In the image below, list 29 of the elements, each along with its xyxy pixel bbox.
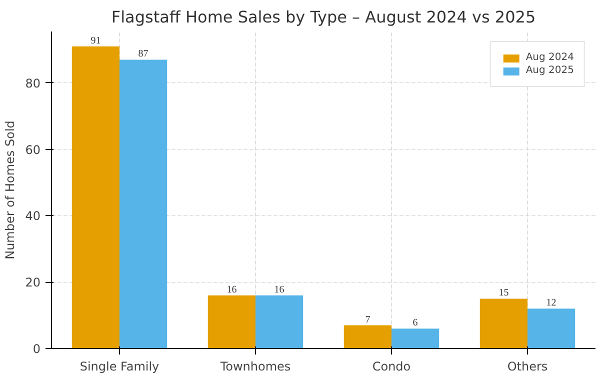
data-label: 91 [90,35,101,46]
bar [344,325,392,348]
data-label: 12 [546,298,556,309]
data-label: 7 [365,314,370,326]
legend-label: Aug 2024 [526,52,574,63]
bar [256,295,304,348]
data-label: 16 [274,284,284,296]
data-label: 15 [498,288,509,299]
bar [72,46,120,348]
x-tick-label: Townhomes [219,360,291,374]
y-tick-label: 80 [25,76,41,90]
bar [120,60,168,348]
y-tick-label: 20 [25,276,41,290]
bar [528,308,576,348]
bar [392,328,440,348]
chart-title: Flagstaff Home Sales by Type – August 2024 vs 2025 [111,8,536,26]
x-tick-label: Others [507,360,548,374]
bar [480,298,528,348]
data-label: 87 [138,48,148,60]
x-tick-label: Condo [372,360,411,374]
legend-label: Aug 2025 [526,65,574,76]
bar [208,295,256,348]
data-label: 16 [226,284,237,296]
x-tick-label: Single Family [80,360,160,374]
y-tick-label: 60 [25,142,41,157]
y-tick-label: 0 [32,342,41,356]
y-axis-title: Number of Homes Sold [3,120,18,260]
data-label: 6 [412,318,418,329]
y-tick-label: 40 [25,209,41,224]
